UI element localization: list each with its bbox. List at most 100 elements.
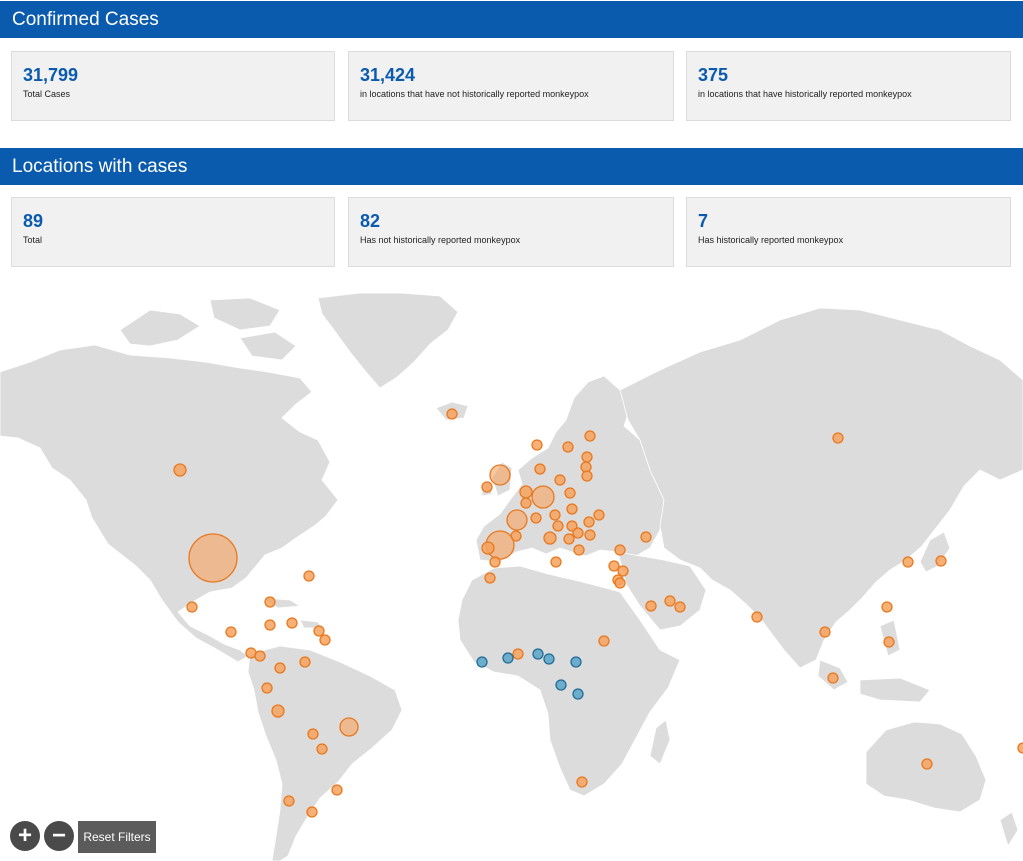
non-endemic-case-marker[interactable] (489, 464, 511, 486)
non-endemic-case-marker[interactable] (481, 481, 493, 493)
non-endemic-case-marker[interactable] (674, 601, 686, 613)
non-endemic-case-marker[interactable] (549, 509, 561, 521)
non-endemic-case-marker[interactable] (563, 533, 575, 545)
non-endemic-case-marker[interactable] (552, 520, 564, 532)
non-endemic-case-marker[interactable] (572, 527, 584, 539)
case-markers (173, 408, 1023, 818)
non-endemic-case-marker[interactable] (583, 516, 595, 528)
historic-locations-label: Has historically reported monkeypox (698, 235, 844, 245)
non-historic-cases-card: 31,424 in locations that have not histor… (348, 51, 674, 121)
non-endemic-case-marker[interactable] (313, 625, 325, 637)
non-endemic-case-marker[interactable] (562, 441, 574, 453)
non-endemic-case-marker[interactable] (598, 635, 610, 647)
non-endemic-case-marker[interactable] (617, 565, 629, 577)
non-endemic-case-marker[interactable] (550, 556, 562, 568)
world-map[interactable] (0, 292, 1023, 861)
non-endemic-case-marker[interactable] (307, 728, 319, 740)
non-endemic-case-marker[interactable] (261, 682, 273, 694)
non-endemic-case-marker[interactable] (614, 544, 626, 556)
non-endemic-case-marker[interactable] (520, 497, 532, 509)
non-endemic-case-marker[interactable] (921, 758, 933, 770)
non-endemic-case-marker[interactable] (883, 636, 895, 648)
non-endemic-case-marker[interactable] (481, 541, 495, 555)
japan-landmass[interactable] (919, 531, 951, 573)
non-endemic-case-marker[interactable] (584, 529, 596, 541)
endemic-case-marker[interactable] (555, 679, 567, 691)
non-endemic-case-marker[interactable] (566, 503, 578, 515)
non-endemic-case-marker[interactable] (306, 806, 318, 818)
non-endemic-case-marker[interactable] (283, 795, 295, 807)
non-endemic-case-marker[interactable] (543, 531, 557, 545)
non-endemic-case-marker[interactable] (566, 520, 578, 532)
non-endemic-case-marker[interactable] (254, 650, 266, 662)
non-endemic-case-marker[interactable] (264, 619, 276, 631)
zoom-in-button[interactable]: + (10, 821, 40, 851)
non-endemic-case-marker[interactable] (581, 451, 593, 463)
non-endemic-case-marker[interactable] (664, 595, 676, 607)
non-endemic-case-marker[interactable] (608, 560, 620, 572)
non-endemic-case-marker[interactable] (576, 776, 588, 788)
non-endemic-case-marker[interactable] (446, 408, 458, 420)
non-endemic-case-marker[interactable] (316, 743, 328, 755)
africa-landmass[interactable] (457, 565, 681, 797)
non-endemic-case-marker[interactable] (902, 556, 914, 568)
non-endemic-case-marker[interactable] (519, 485, 533, 499)
non-endemic-case-marker[interactable] (935, 555, 947, 567)
non-endemic-case-marker[interactable] (645, 600, 657, 612)
non-endemic-case-marker[interactable] (225, 626, 237, 638)
non-endemic-case-marker[interactable] (319, 634, 331, 646)
non-endemic-case-marker[interactable] (1017, 742, 1023, 754)
non-endemic-case-marker[interactable] (531, 439, 543, 451)
non-endemic-case-marker[interactable] (827, 672, 839, 684)
non-endemic-case-marker[interactable] (512, 648, 524, 660)
non-endemic-case-marker[interactable] (593, 509, 605, 521)
zoom-out-button[interactable]: − (44, 821, 74, 851)
non-endemic-case-marker[interactable] (264, 596, 276, 608)
non-endemic-case-marker[interactable] (489, 556, 501, 568)
non-endemic-case-marker[interactable] (564, 487, 576, 499)
non-endemic-case-marker[interactable] (614, 577, 626, 589)
endemic-case-marker[interactable] (572, 688, 584, 700)
non-historic-locations-value: 82 (360, 211, 381, 231)
non-endemic-case-marker[interactable] (186, 601, 198, 613)
non-historic-locations-card: 82 Has not historically reported monkeyp… (348, 197, 674, 267)
non-endemic-case-marker[interactable] (573, 544, 585, 556)
endemic-case-marker[interactable] (543, 653, 555, 665)
non-endemic-case-marker[interactable] (299, 656, 311, 668)
non-endemic-case-marker[interactable] (484, 572, 496, 584)
endemic-case-marker[interactable] (532, 648, 544, 660)
endemic-case-marker[interactable] (476, 656, 488, 668)
endemic-case-marker[interactable] (502, 652, 514, 664)
non-endemic-case-marker[interactable] (832, 432, 844, 444)
non-endemic-case-marker[interactable] (274, 662, 286, 674)
non-endemic-case-marker[interactable] (530, 512, 542, 524)
non-endemic-case-marker[interactable] (581, 470, 593, 482)
non-endemic-case-marker[interactable] (188, 533, 238, 583)
southeast-asia-islands[interactable] (817, 619, 931, 703)
non-endemic-case-marker[interactable] (506, 509, 528, 531)
non-endemic-case-marker[interactable] (173, 463, 187, 477)
north-america-landmass[interactable] (0, 344, 339, 663)
non-endemic-case-marker[interactable] (584, 430, 596, 442)
total-cases-value: 31,799 (23, 65, 79, 85)
non-endemic-case-marker[interactable] (554, 474, 566, 486)
reset-filters-button[interactable]: Reset Filters (78, 821, 156, 853)
endemic-case-marker[interactable] (570, 656, 582, 668)
non-endemic-case-marker[interactable] (271, 704, 285, 718)
non-endemic-case-marker[interactable] (339, 717, 359, 737)
asia-landmass[interactable] (619, 307, 1023, 669)
greenland-landmass[interactable] (317, 292, 459, 389)
non-endemic-case-marker[interactable] (819, 626, 831, 638)
historic-cases-label: in locations that have historically repo… (698, 89, 912, 99)
non-endemic-case-marker[interactable] (751, 611, 763, 623)
non-endemic-case-marker[interactable] (531, 485, 555, 509)
non-endemic-case-marker[interactable] (534, 463, 546, 475)
new-zealand-landmass[interactable] (999, 811, 1019, 847)
madagascar-landmass[interactable] (649, 719, 671, 765)
non-endemic-case-marker[interactable] (640, 531, 652, 543)
non-endemic-case-marker[interactable] (881, 601, 893, 613)
non-endemic-case-marker[interactable] (286, 617, 298, 629)
non-endemic-case-marker[interactable] (303, 570, 315, 582)
arctic-islands[interactable] (119, 297, 297, 361)
non-endemic-case-marker[interactable] (331, 784, 343, 796)
